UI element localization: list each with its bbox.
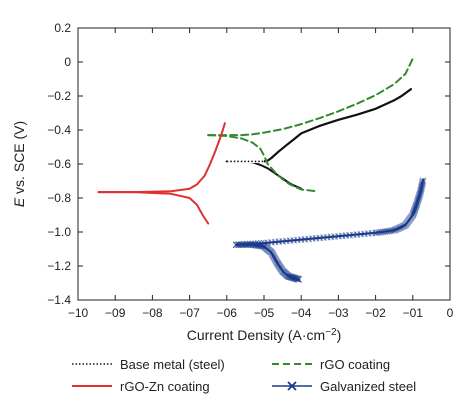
series-3 <box>97 122 226 225</box>
series-line <box>207 134 318 193</box>
x-tick-label: −03 <box>328 306 349 320</box>
x-tick-label: −07 <box>179 306 200 320</box>
legend-swatch-rgo <box>272 363 312 365</box>
series-marker <box>419 178 427 186</box>
legend-swatch-base-metal <box>72 363 112 365</box>
y-tick-label: −0.4 <box>47 123 71 137</box>
y-tick-label: −0.6 <box>47 157 71 171</box>
y-tick-label: 0.2 <box>54 21 71 35</box>
series-line <box>225 88 412 163</box>
x-tick-label: −08 <box>142 306 163 320</box>
polarization-chart: 0.2 0 −0.2 −0.4 −0.6 −0.8 −1.0 −1.2 −1.4 −10 −09 −… <box>11 21 454 343</box>
series-marker <box>416 190 424 198</box>
x-tick-label: −06 <box>217 306 238 320</box>
series-marker <box>416 191 423 199</box>
x-tick-label: −09 <box>105 306 126 320</box>
y-tick-label: −1.0 <box>47 225 71 239</box>
x-tick-label: −10 <box>68 306 89 320</box>
series-marker <box>419 177 427 185</box>
x-tick-label: 0 <box>447 306 454 320</box>
y-tick-label: −1.4 <box>47 293 71 307</box>
legend-label-rgo-zn: rGO-Zn coating <box>120 378 210 394</box>
series-2 <box>207 57 414 193</box>
series-line <box>207 57 414 137</box>
legend-label-galvanized: Galvanized steel <box>320 378 417 394</box>
legend-label-rgo: rGO coating <box>320 356 391 372</box>
legend-label-base-metal: Base metal (steel) <box>120 356 225 372</box>
legend-item-rgo: rGO coating <box>270 356 390 372</box>
y-tick-label: −0.8 <box>47 191 71 205</box>
legend-swatch-galvanized <box>272 381 312 391</box>
x-tick-label: −04 <box>291 306 312 320</box>
y-axis-label: E vs. SCE (V) <box>11 121 27 207</box>
series-4 <box>232 177 427 283</box>
x-tick-label: −05 <box>254 306 275 320</box>
legend-item-galvanized: Galvanized steel <box>270 378 416 394</box>
legend: Base metal (steel) rGO coating rGO-Zn co… <box>0 352 474 412</box>
x-tick-label: −02 <box>365 306 386 320</box>
series-line <box>97 122 226 194</box>
series-line <box>97 191 210 225</box>
x-axis-label: Current Density (A·cm−2) <box>187 327 342 343</box>
y-tick-label: 0 <box>64 55 71 69</box>
y-tick-label: −1.2 <box>47 259 71 273</box>
legend-swatch-rgo-zn <box>72 385 112 387</box>
legend-item-base-metal: Base metal (steel) <box>70 356 225 372</box>
y-tick-label: −0.2 <box>47 89 71 103</box>
series-marker <box>295 276 303 283</box>
series-1 <box>225 88 412 190</box>
x-tick-label: −01 <box>403 306 424 320</box>
plot-area-frame <box>77 27 451 301</box>
legend-item-rgo-zn: rGO-Zn coating <box>70 378 210 394</box>
